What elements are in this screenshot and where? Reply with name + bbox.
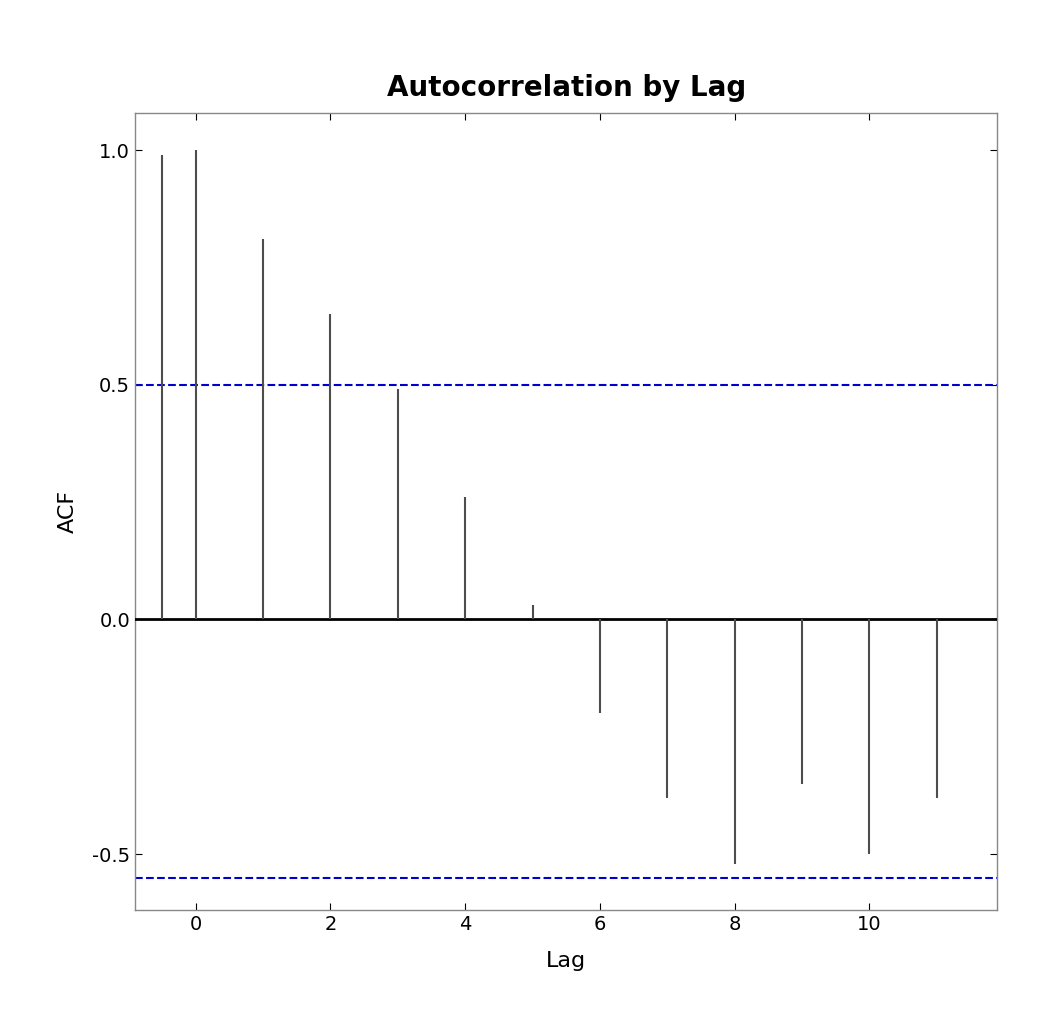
Y-axis label: ACF: ACF	[58, 490, 78, 533]
X-axis label: Lag: Lag	[547, 951, 586, 971]
Title: Autocorrelation by Lag: Autocorrelation by Lag	[387, 74, 746, 102]
